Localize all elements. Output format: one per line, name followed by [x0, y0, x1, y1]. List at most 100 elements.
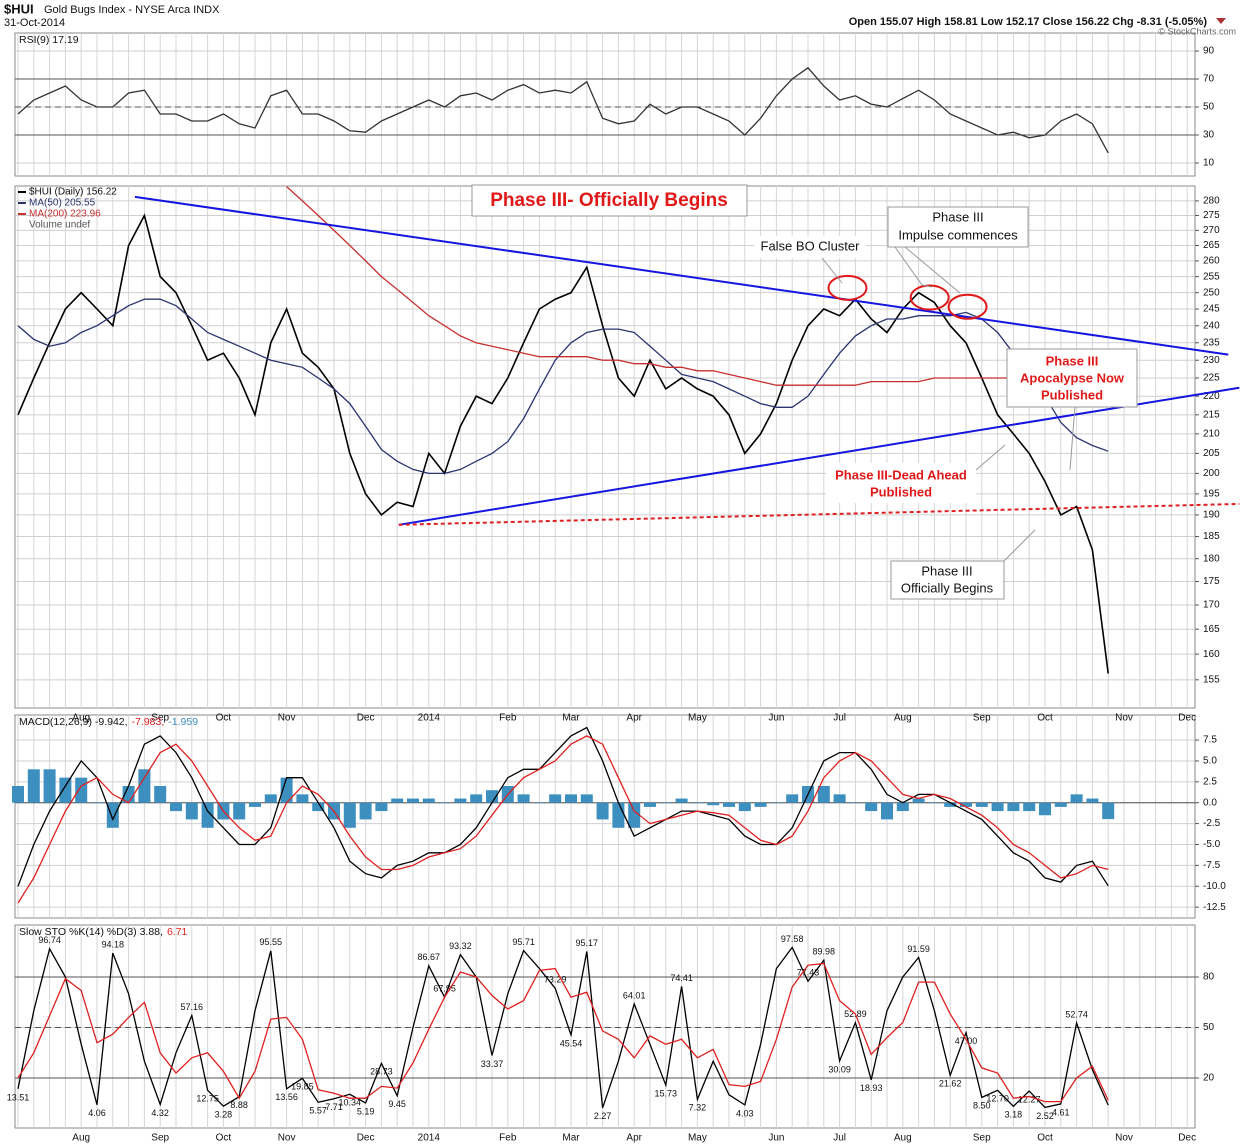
legend-entry: MA(200) 223.96: [29, 209, 101, 220]
data-label: 7.71: [325, 1102, 343, 1112]
data-label: 15.73: [655, 1089, 678, 1099]
panel-label-part: -7.983,: [132, 716, 165, 728]
histogram-bar: [786, 794, 799, 803]
x-tick-label: Nov: [1115, 713, 1133, 724]
data-label: 47.00: [955, 1036, 978, 1046]
dropdown-icon[interactable]: [1216, 18, 1226, 24]
histogram-bar: [849, 802, 862, 804]
trendline: [398, 386, 1240, 526]
data-label: 4.06: [88, 1108, 106, 1118]
histogram-bar: [533, 802, 546, 804]
data-label: 21.62: [939, 1079, 962, 1089]
histogram-bar: [201, 802, 214, 828]
histogram-bar: [59, 777, 72, 803]
histogram-bar: [138, 769, 151, 803]
histogram-bar: [422, 798, 435, 803]
histogram-bar: [375, 802, 388, 812]
y-tick-label: 50: [1203, 1022, 1215, 1033]
x-tick-label: Nov: [278, 713, 296, 724]
data-label: 74.41: [670, 973, 693, 983]
panel-frame: [14, 185, 1196, 709]
y-tick-label: -2.5: [1203, 818, 1221, 829]
histogram-bar: [264, 794, 277, 803]
histogram-bar: [991, 802, 1004, 812]
histogram-bar: [154, 786, 167, 803]
x-tick-label: Dec: [357, 713, 375, 724]
data-label: 12.75: [196, 1094, 219, 1104]
histogram-bar: [549, 794, 562, 803]
data-label: 33.37: [481, 1059, 504, 1069]
y-tick-label: 215: [1203, 409, 1220, 420]
annotation: Published: [1041, 387, 1103, 402]
histogram-bar: [280, 777, 293, 803]
x-tick-label: Aug: [72, 713, 90, 724]
histogram-bar: [707, 802, 720, 806]
annotation: Published: [870, 484, 932, 499]
y-tick-label: 90: [1203, 46, 1215, 57]
x-tick-label: Dec: [1178, 713, 1196, 724]
annotation-box: [887, 206, 1029, 248]
data-label: 3.18: [1005, 1110, 1023, 1120]
histogram-bar: [470, 794, 483, 803]
y-tick-label: 280: [1203, 196, 1220, 207]
panel-label: Slow STO %K(14) %D(3) 3.88, 6.71: [19, 926, 188, 938]
panel-label: RSI(9) 17.19: [19, 34, 79, 46]
data-label: 86.67: [418, 952, 441, 962]
data-label: 13.56: [275, 1092, 298, 1102]
panel-label-part: MACD(12,26,9) -9.942,: [19, 716, 128, 728]
data-label: 28.73: [370, 1067, 393, 1077]
panel-label: MACD(12,26,9) -9.942, -7.983, -1.959: [19, 716, 198, 728]
y-tick-label: 205: [1203, 448, 1220, 459]
highlight-circle: [947, 293, 988, 320]
y-tick-label: 170: [1203, 600, 1220, 611]
series-line: [17, 298, 1109, 475]
annotation: Phase III: [921, 563, 972, 578]
y-tick-label: 270: [1203, 225, 1220, 236]
x-tick-label: Oct: [1037, 713, 1053, 724]
histogram-bar: [659, 802, 672, 804]
histogram-bar: [75, 777, 88, 803]
histogram-bar: [27, 769, 40, 803]
annotation: Officially Begins: [901, 580, 994, 595]
histogram-bar: [975, 802, 988, 807]
series-line: [17, 735, 1109, 904]
x-tick-label: 2014: [418, 1133, 441, 1144]
histogram-bar: [359, 802, 372, 820]
histogram-bar: [865, 802, 878, 812]
histogram-bar: [407, 798, 419, 803]
data-label: 91.59: [907, 944, 930, 954]
data-label: 3.28: [215, 1110, 233, 1120]
histogram-bar: [691, 802, 704, 804]
y-tick-label: -10.0: [1203, 881, 1226, 892]
y-tick-label: 250: [1203, 287, 1220, 298]
y-tick-label: 0.0: [1203, 797, 1217, 808]
x-tick-label: Nov: [1115, 1133, 1133, 1144]
leader-line: [975, 444, 1006, 471]
data-label: 57.16: [181, 1002, 204, 1012]
y-tick-label: 225: [1203, 373, 1220, 384]
histogram-bar: [881, 802, 893, 820]
y-tick-label: 5.0: [1203, 756, 1217, 767]
y-tick-label: 275: [1203, 210, 1220, 221]
y-tick-label: 20: [1203, 1073, 1215, 1084]
histogram-bar: [343, 802, 356, 828]
data-label: 4.03: [736, 1108, 754, 1118]
data-label: 30.09: [828, 1064, 851, 1074]
data-label: 73.29: [544, 975, 567, 985]
histogram-bar: [517, 794, 530, 803]
data-label: 97.58: [781, 934, 804, 944]
histogram-bar: [770, 802, 783, 804]
histogram-bar: [438, 802, 451, 804]
y-tick-label: 260: [1203, 256, 1220, 267]
histogram-bar: [106, 802, 119, 828]
y-tick-label: 175: [1203, 576, 1220, 587]
symbol: $HUI: [4, 1, 34, 16]
y-tick-label: 245: [1203, 304, 1220, 315]
x-tick-label: Sep: [151, 713, 169, 724]
histogram-bar: [912, 798, 925, 803]
data-label: 10.34: [339, 1098, 362, 1108]
histogram-bar: [296, 794, 309, 803]
histogram-bar: [896, 802, 909, 812]
histogram-bar: [1039, 802, 1051, 816]
data-label: 9.45: [388, 1099, 406, 1109]
